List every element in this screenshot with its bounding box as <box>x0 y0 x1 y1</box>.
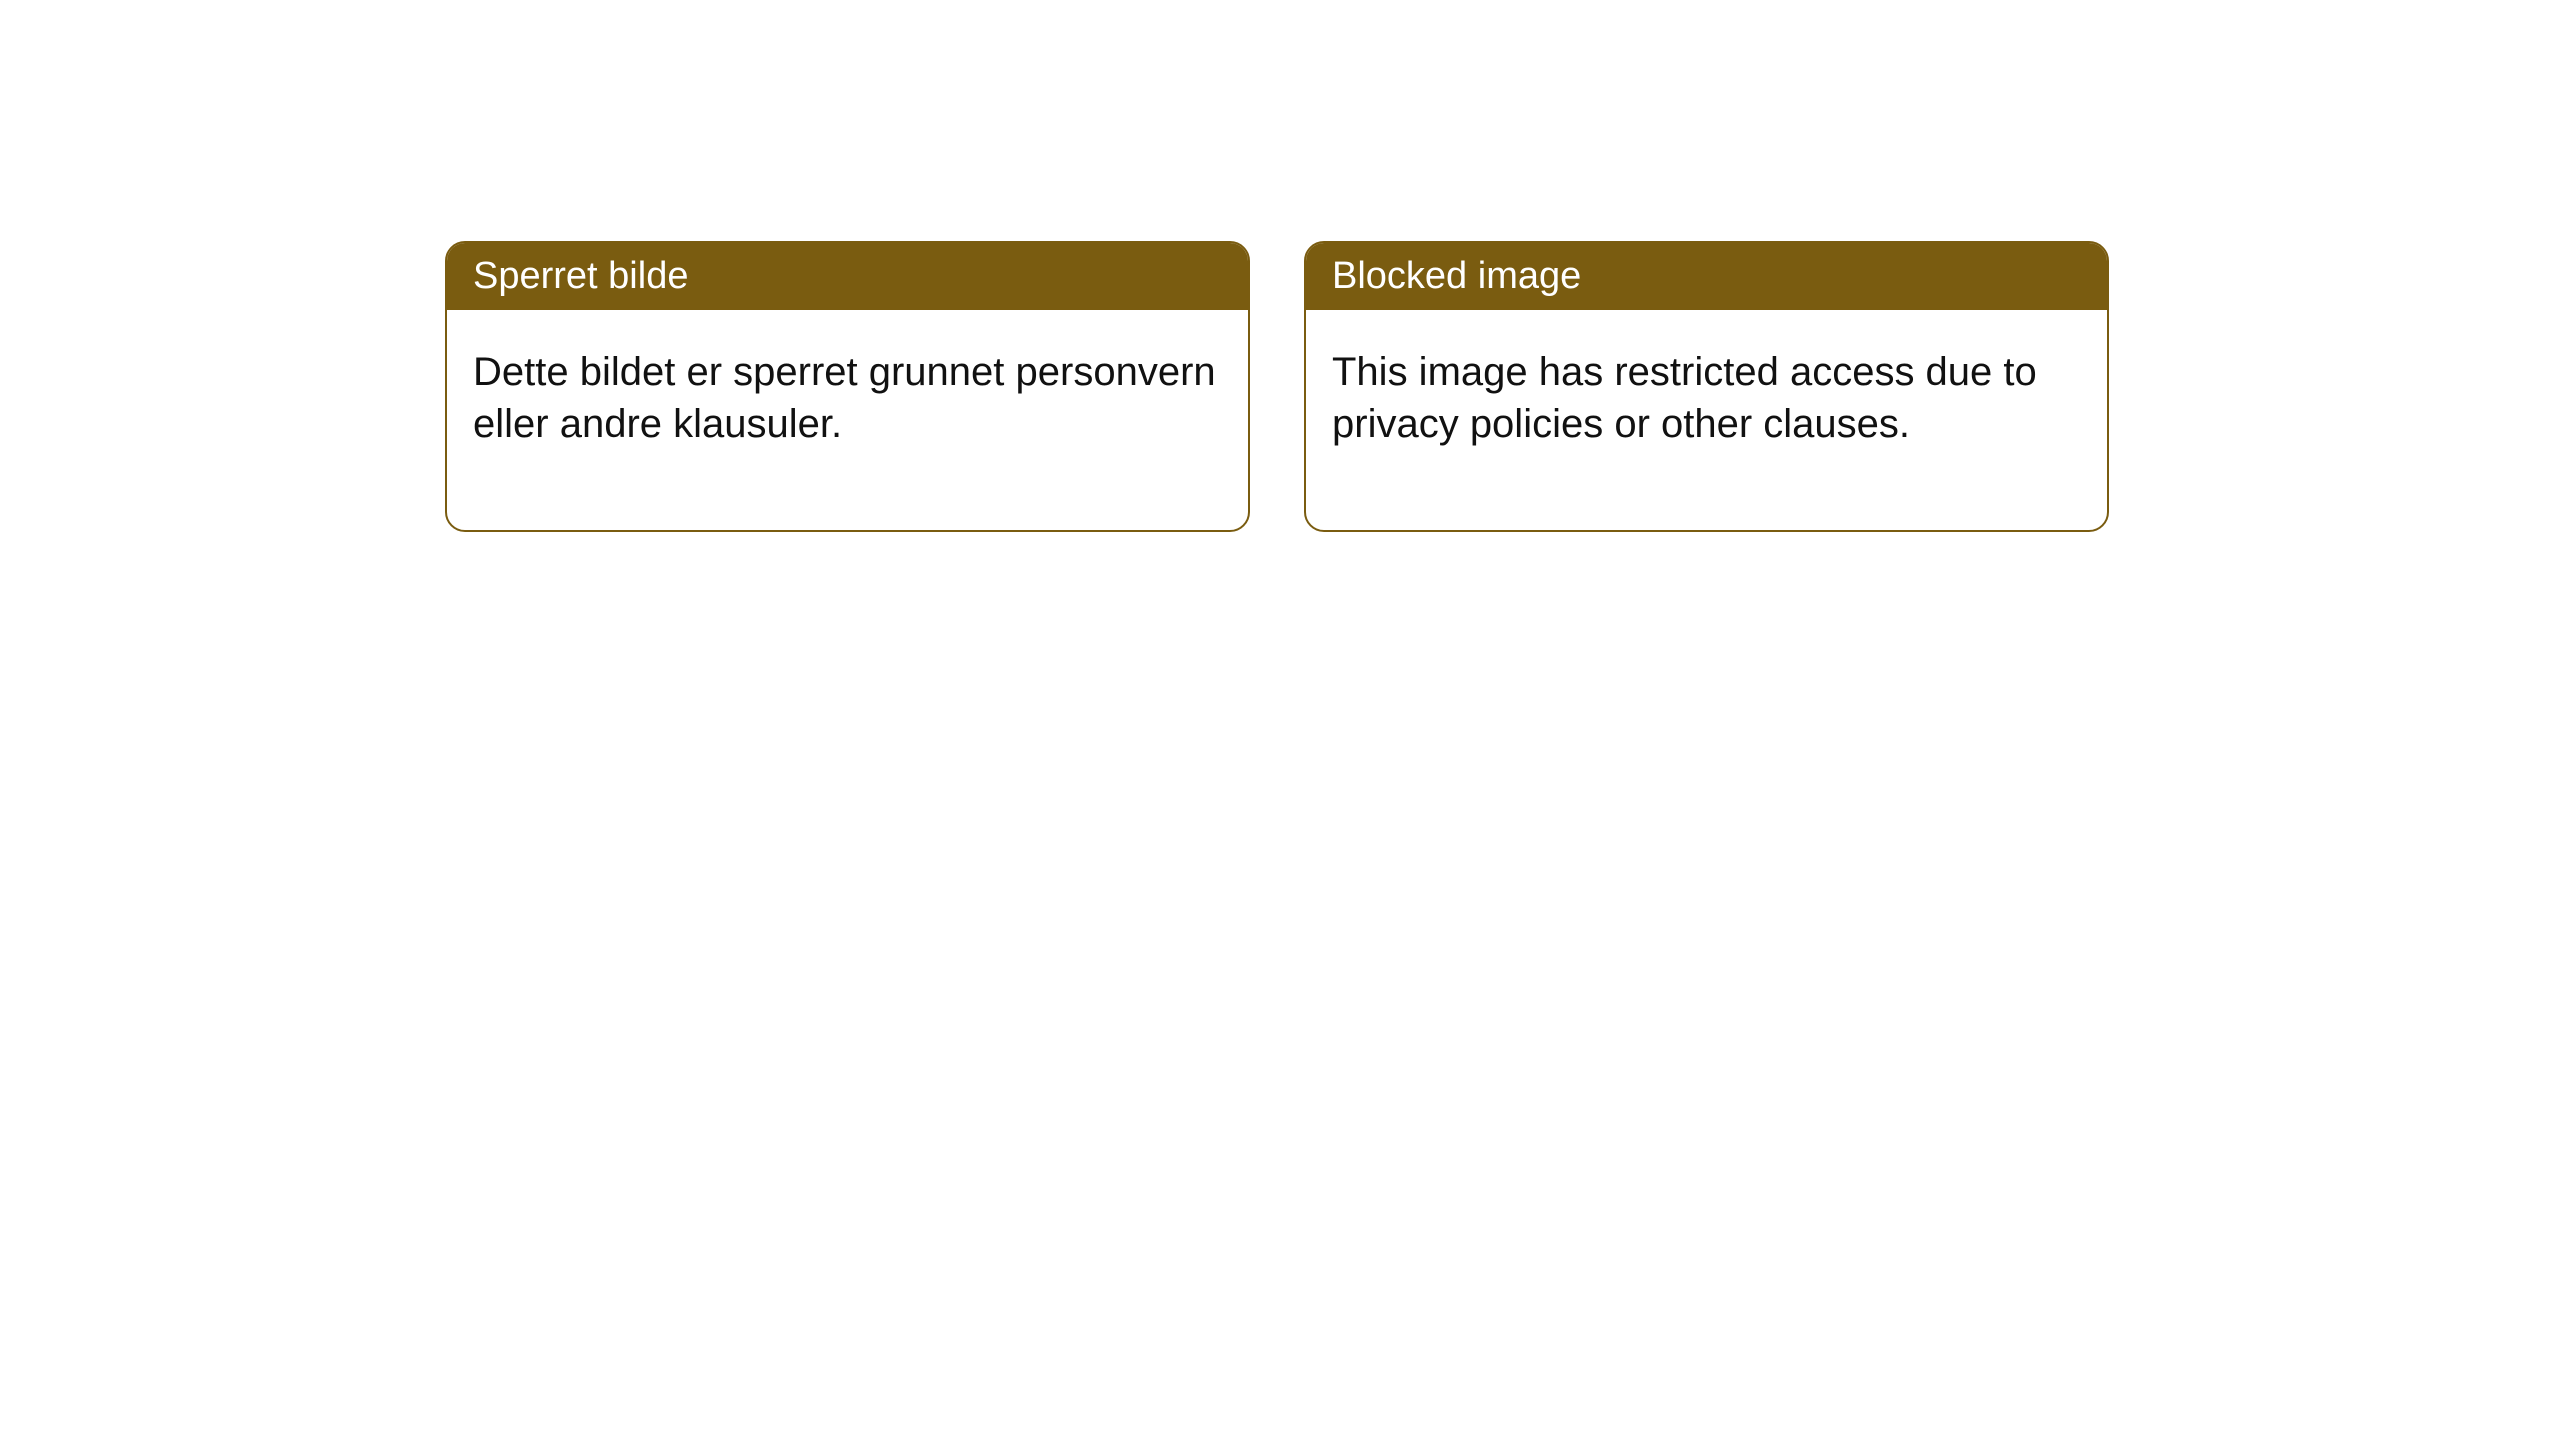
notice-body-no: Dette bildet er sperret grunnet personve… <box>447 310 1248 530</box>
notice-body-en: This image has restricted access due to … <box>1306 310 2107 530</box>
notice-container: Sperret bilde Dette bildet er sperret gr… <box>445 241 2109 532</box>
notice-title-en: Blocked image <box>1306 243 2107 310</box>
notice-card-en: Blocked image This image has restricted … <box>1304 241 2109 532</box>
notice-card-no: Sperret bilde Dette bildet er sperret gr… <box>445 241 1250 532</box>
notice-title-no: Sperret bilde <box>447 243 1248 310</box>
